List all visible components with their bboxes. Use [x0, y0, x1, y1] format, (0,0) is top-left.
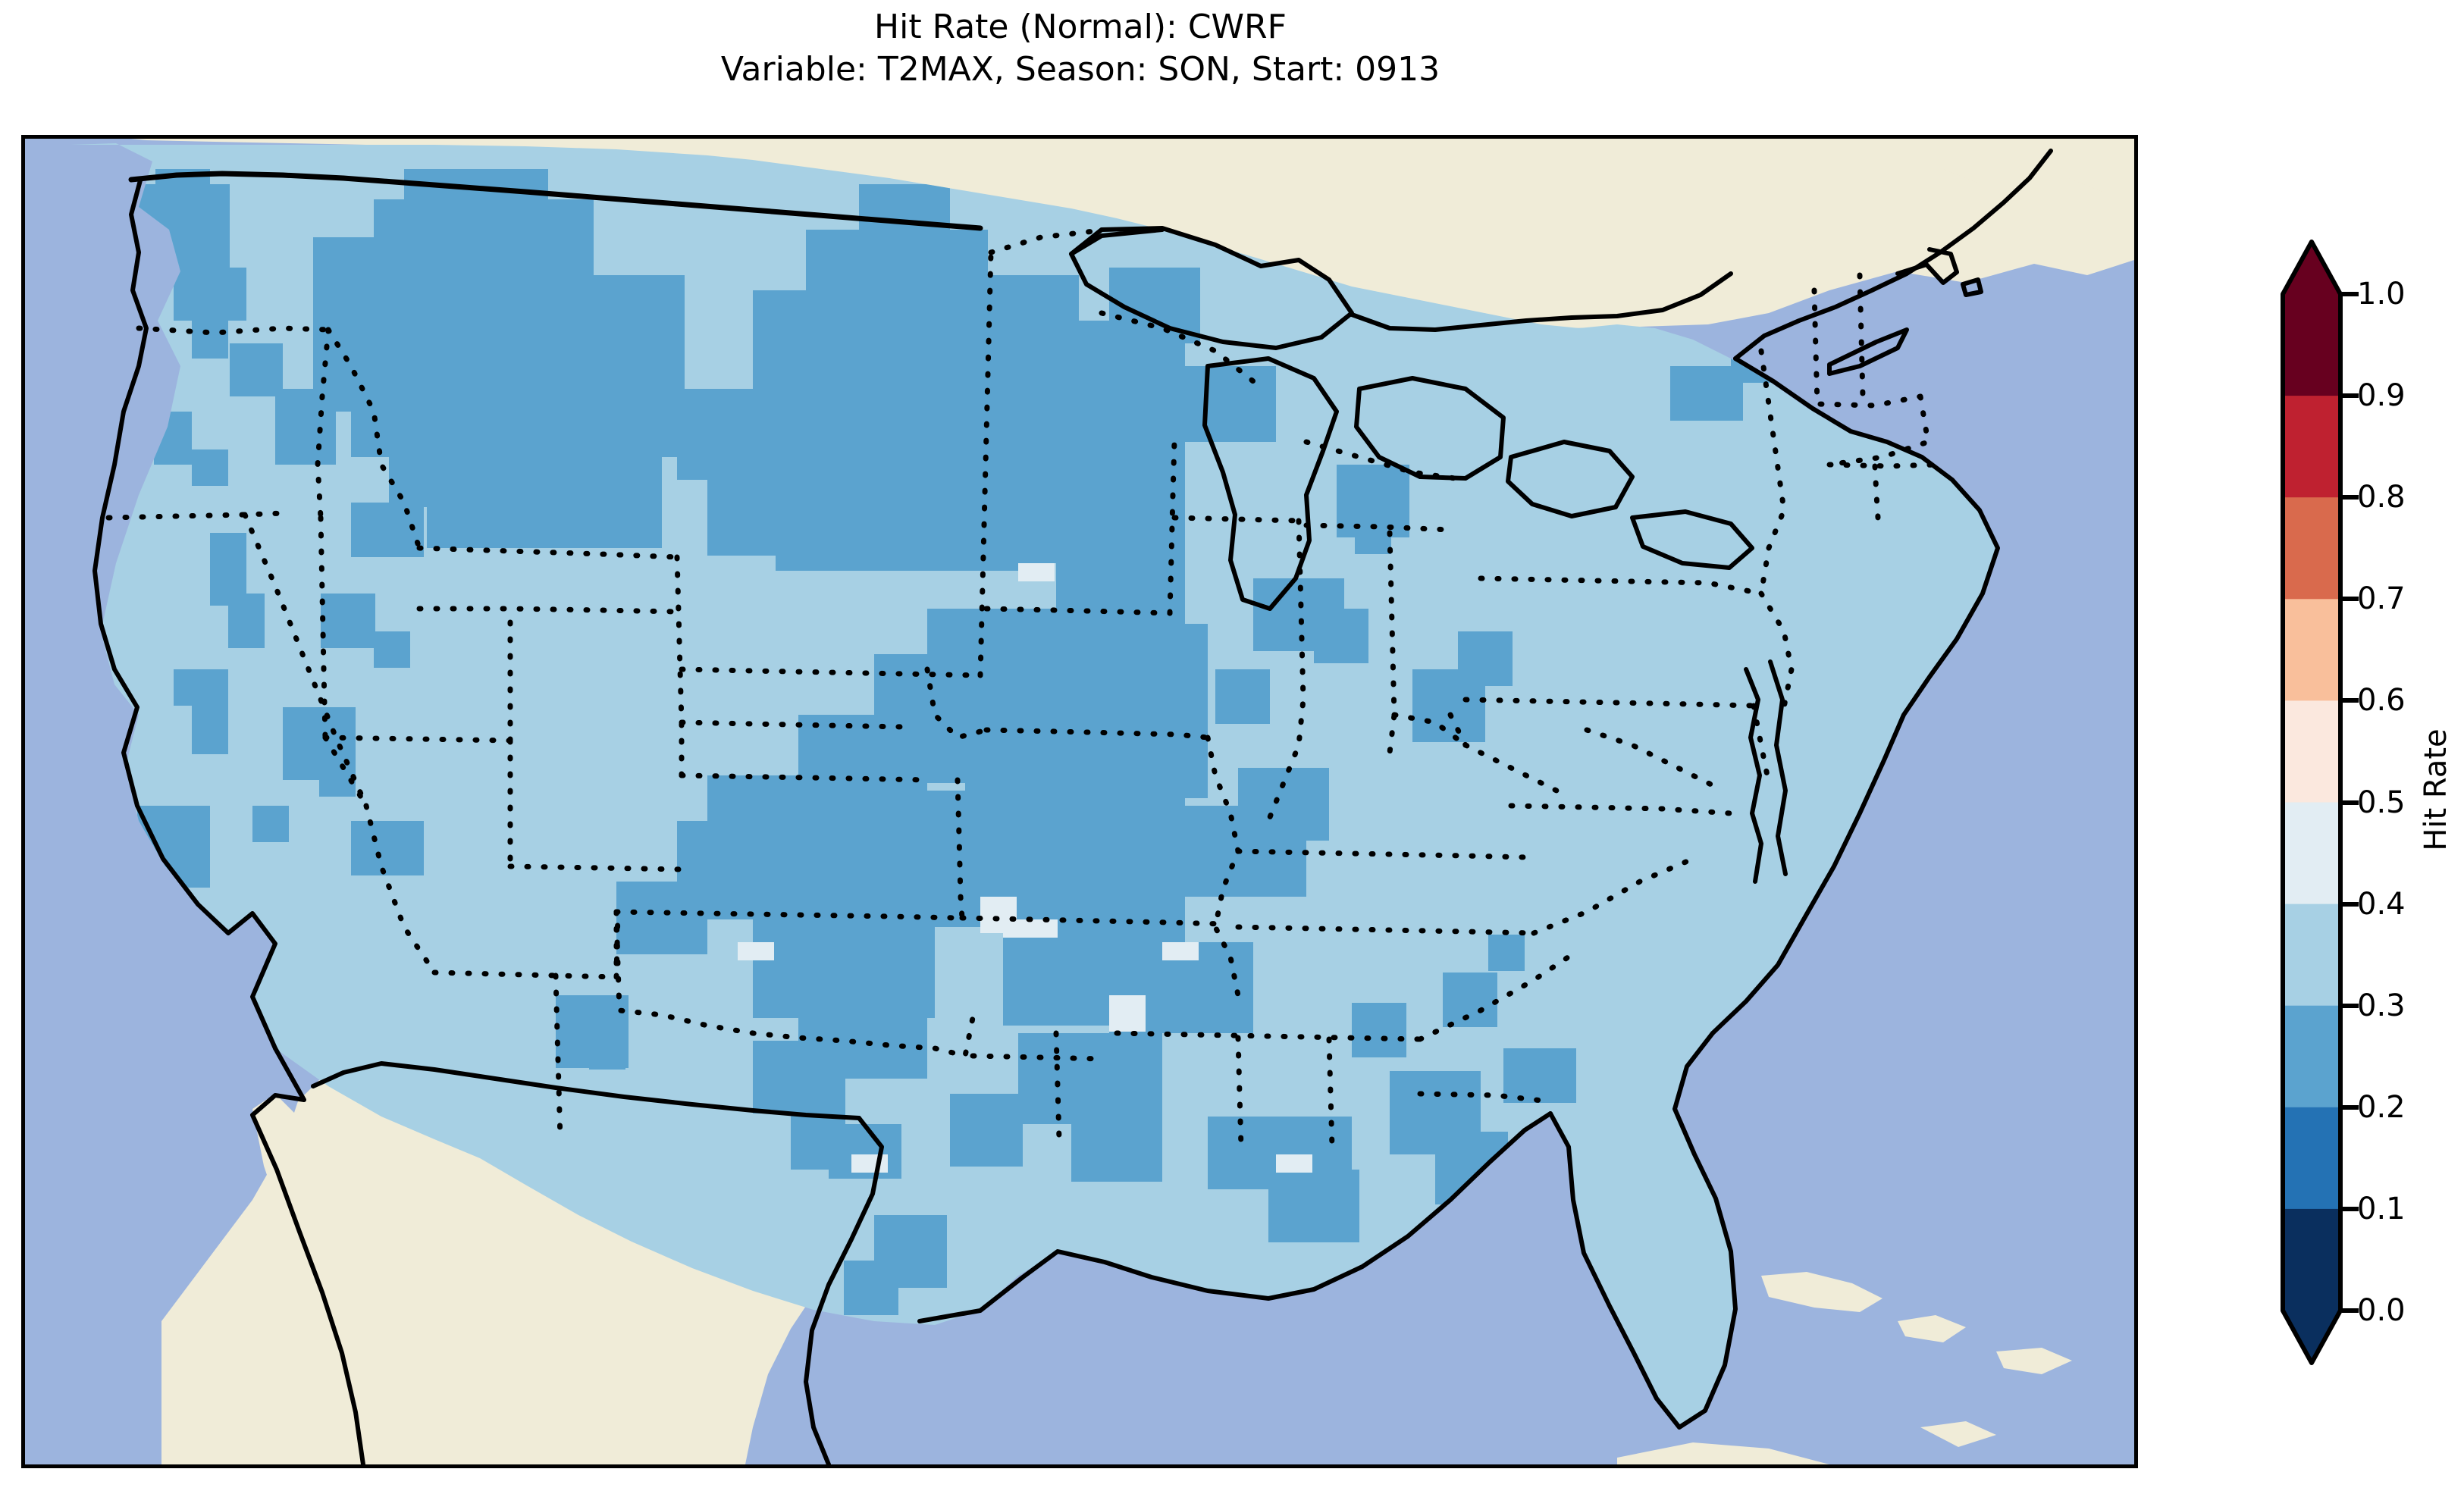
colorbar-tick-label: 0.8 [2357, 480, 2406, 515]
colorbar-tick-label: 0.4 [2357, 886, 2406, 922]
colorbar-tick-mark [2342, 292, 2359, 296]
chart-title-block: Hit Rate (Normal): CWRF Variable: T2MAX,… [0, 6, 2161, 92]
conus-hit-rate-map [25, 139, 2134, 1464]
colorbar-axes: 1.0 0.9 0.8 0.7 0.6 0.5 0.4 0.3 0.2 0.1 0.0 [2281, 240, 2406, 1365]
colorbar-tick-label: 0.3 [2357, 988, 2406, 1023]
colorbar-tick-mark [2342, 1104, 2359, 1110]
colorbar-band [2283, 599, 2340, 701]
colorbar-tick-mark [2342, 1206, 2359, 1211]
colorbar-tick-mark [2342, 597, 2359, 602]
colorbar-band [2283, 294, 2340, 396]
colorbar-tick-label: 0.2 [2357, 1089, 2406, 1125]
colorbar-tick-label: 1.0 [2357, 277, 2406, 312]
colorbar-band [2283, 1208, 2340, 1311]
coastline-layer [92, 149, 2053, 1464]
colorbar-band [2283, 1005, 2340, 1108]
colorbar-swatches [2281, 240, 2343, 1365]
colorbar-tick-label: 0.6 [2357, 683, 2406, 719]
colorbar-tick-label: 0.7 [2357, 581, 2406, 617]
colorbar-tick-label: 0.9 [2357, 378, 2406, 414]
colorbar-tick-label: 0.0 [2357, 1293, 2406, 1328]
chart-title-line-2: Variable: T2MAX, Season: SON, Start: 091… [720, 50, 1440, 89]
colorbar-tick-mark [2342, 698, 2359, 703]
colorbar-band [2283, 802, 2340, 905]
chart-title-line-1: Hit Rate (Normal): CWRF [874, 8, 1287, 46]
colorbar-under-arrow [2283, 1311, 2340, 1363]
colorbar-tick-mark [2342, 495, 2359, 500]
colorbar-outline [2281, 240, 2343, 1365]
colorbar-tick-label: 0.5 [2357, 785, 2406, 820]
colorbar-tick-label: 0.1 [2357, 1191, 2406, 1226]
map-axes [21, 135, 2138, 1468]
colorbar-tick-mark [2342, 1003, 2359, 1008]
colorbar-tick-mark [2342, 393, 2359, 399]
colorbar-axis-label: Hit Rate [2419, 728, 2453, 851]
colorbar-band [2283, 1107, 2340, 1210]
colorbar-over-arrow [2283, 242, 2340, 294]
colorbar-tick-mark [2342, 901, 2359, 907]
colorbar-band [2283, 396, 2340, 498]
state-borders-layer [105, 228, 1939, 1150]
colorbar-band [2283, 497, 2340, 600]
colorbar-tick-mark [2342, 1308, 2359, 1313]
colorbar-band [2283, 904, 2340, 1007]
colorbar-band [2283, 700, 2340, 803]
colorbar-tick-mark [2342, 800, 2359, 805]
